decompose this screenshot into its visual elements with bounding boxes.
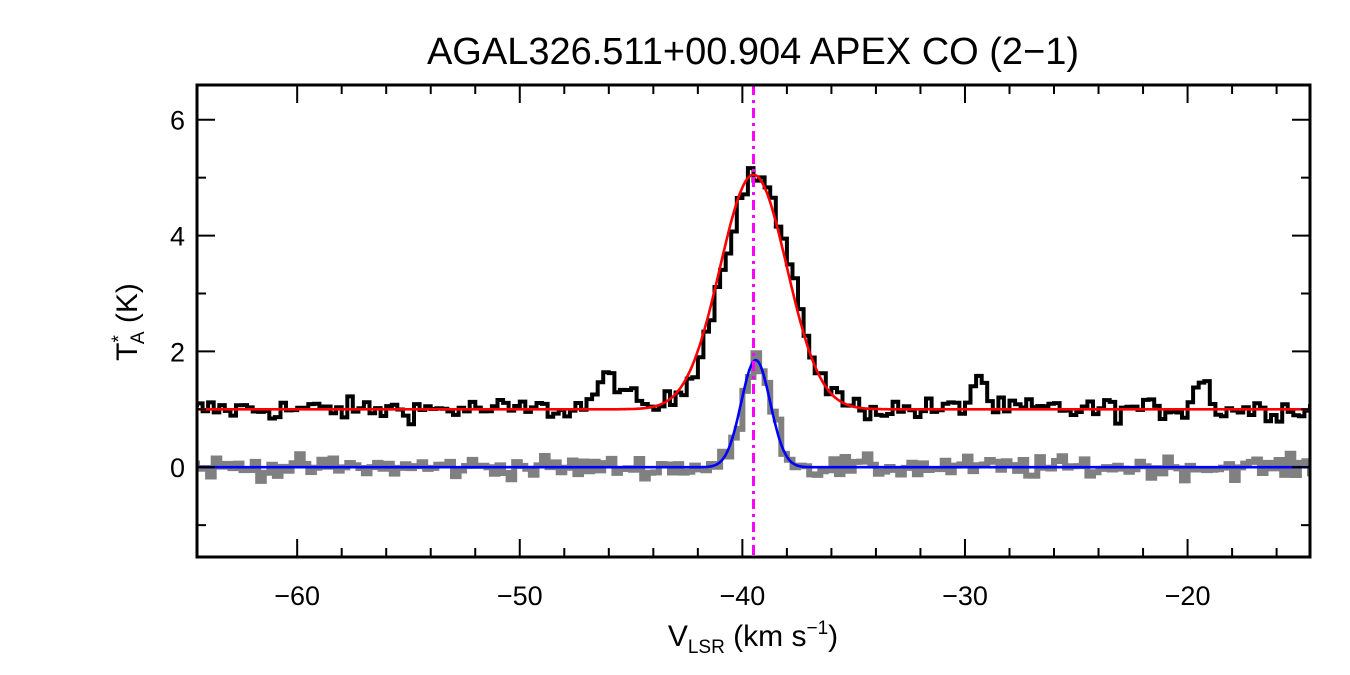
y-tick-label: 4 bbox=[170, 222, 185, 252]
spectrum-line bbox=[197, 166, 1310, 427]
y-axis-label-rest: (K) bbox=[111, 283, 144, 331]
x-axis-label-sub: LSR bbox=[688, 637, 725, 658]
y-axis-label-main: T bbox=[111, 343, 144, 361]
x-tick-label: −20 bbox=[1165, 581, 1211, 611]
y-tick-label: 6 bbox=[170, 106, 185, 136]
plot-frame bbox=[195, 83, 1312, 559]
x-tick-label: −60 bbox=[274, 581, 320, 611]
x-axis-label-rest: (km s bbox=[725, 620, 807, 653]
fit-wide-line bbox=[197, 173, 1310, 411]
y-axis-label: T*A (K) bbox=[109, 283, 149, 361]
y-axis-label-sub: A bbox=[128, 331, 149, 344]
y-tick-label: 0 bbox=[170, 453, 185, 483]
chart-title: AGAL326.511+00.904 APEX CO (2−1) bbox=[427, 31, 1079, 73]
y-axis-label-sup: * bbox=[109, 335, 130, 343]
x-axis-label: VLSR (km s−1) bbox=[668, 618, 838, 658]
x-axis-label-end: ) bbox=[828, 620, 838, 653]
x-axis-label-sup: −1 bbox=[806, 618, 828, 639]
x-tick-label: −30 bbox=[942, 581, 988, 611]
residual-line bbox=[197, 350, 1310, 484]
series-layer bbox=[197, 166, 1310, 484]
axes: −60 −50 −40 −30 −20 0 2 4 6 bbox=[170, 83, 1312, 611]
x-tick-label: −50 bbox=[497, 581, 543, 611]
x-axis-label-main: V bbox=[668, 620, 688, 653]
y-tick-label: 2 bbox=[170, 337, 185, 367]
x-tick-label: −40 bbox=[719, 581, 765, 611]
